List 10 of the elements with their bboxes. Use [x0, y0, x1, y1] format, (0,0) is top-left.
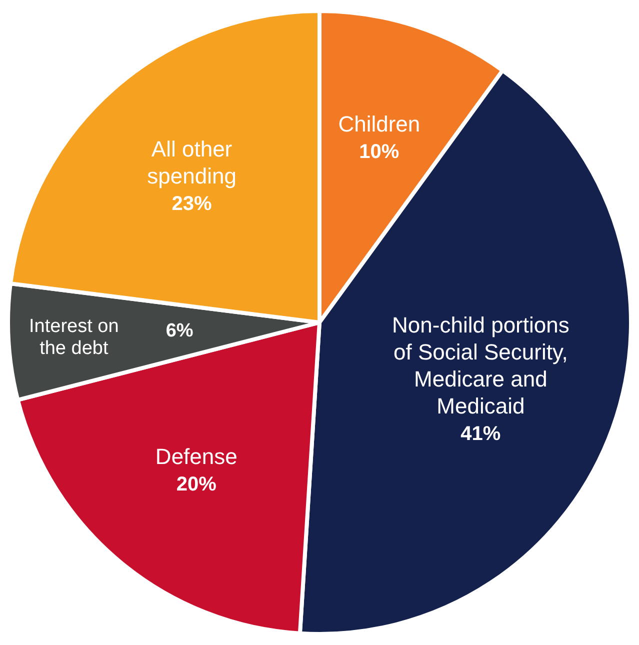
- slice-label: Defense: [155, 444, 238, 469]
- slice-label: Interest on the debt: [29, 316, 119, 360]
- slice-label: Children: [338, 111, 420, 136]
- data-label: 10%: [359, 140, 400, 163]
- data-label: 20%: [176, 473, 217, 496]
- slice-label: All other spending: [147, 136, 236, 189]
- data-label: 23%: [172, 193, 212, 216]
- data-label: 41%: [460, 423, 501, 446]
- slice-label: Non-child portions of Social Security, Medicare and Medicaid: [392, 312, 570, 419]
- data-label: 6%: [166, 320, 194, 342]
